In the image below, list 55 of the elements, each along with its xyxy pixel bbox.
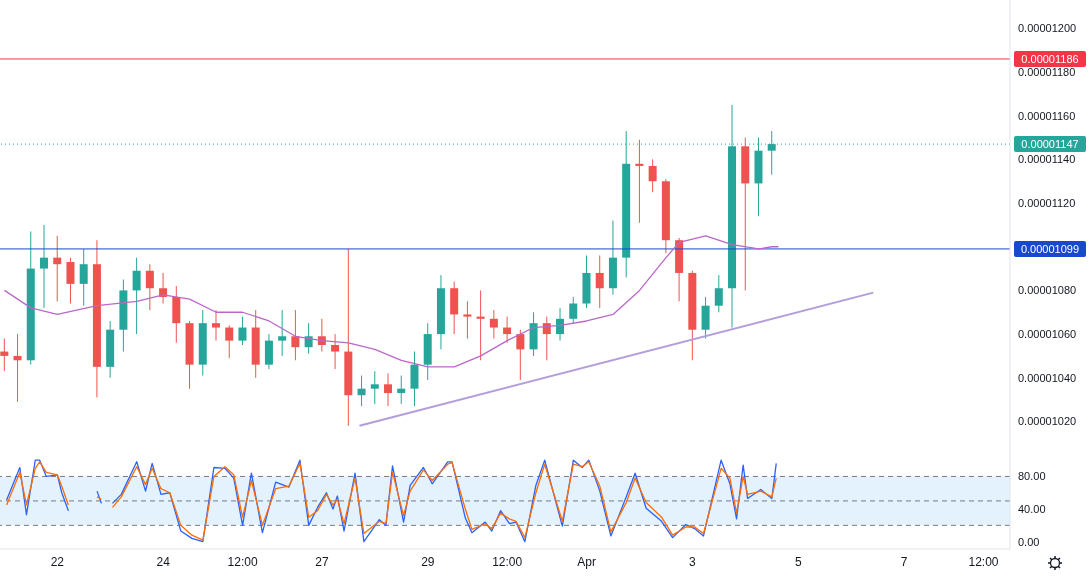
candlestick	[516, 329, 525, 381]
y-tick-label: 0.00	[1018, 535, 1040, 548]
x-tick-label: 29	[421, 554, 435, 569]
candlestick	[132, 257, 141, 335]
candlestick	[714, 274, 723, 313]
y-tick-label: 0.00001080	[1018, 284, 1077, 297]
x-tick-label: 5	[794, 554, 802, 569]
y-tick-label: 40.00	[1018, 502, 1046, 515]
y-tick-label: 0.00001180	[1018, 65, 1076, 78]
x-tick-label: 22	[50, 554, 65, 569]
candlestick	[145, 263, 154, 311]
y-tick-label: 0.00001140	[1018, 153, 1076, 166]
x-tick-label: 12:00	[227, 554, 258, 569]
candlestick	[463, 300, 472, 339]
candlestick	[595, 254, 604, 309]
x-tick-label: 27	[315, 554, 329, 569]
candlestick	[542, 316, 551, 361]
candlestick	[357, 375, 366, 407]
candlestick	[635, 139, 644, 224]
candlestick	[13, 333, 22, 403]
candlestick	[53, 235, 62, 302]
candlestick	[503, 316, 512, 344]
candlestick	[225, 324, 234, 359]
candlestick	[397, 375, 406, 405]
ref-line-label: 0.00001099	[1020, 242, 1080, 255]
x-tick-label: 12:00	[968, 554, 999, 569]
candlestick	[238, 316, 247, 346]
x-tick-label: 12:00	[492, 554, 523, 569]
y-tick-label: 0.00001120	[1018, 196, 1076, 209]
y-tick-label: 80.00	[1018, 470, 1046, 483]
candlestick	[291, 309, 300, 361]
x-tick-label: 24	[156, 554, 171, 569]
candlestick	[66, 257, 75, 305]
candlestick	[648, 158, 657, 193]
candlestick	[569, 296, 578, 324]
candlestick	[39, 224, 48, 309]
candlestick	[370, 370, 379, 405]
ref-line-label: 0.00001147	[1021, 138, 1079, 151]
y-tick-label: 0.00001160	[1018, 109, 1076, 122]
candlestick	[331, 333, 340, 370]
y-tick-label: 0.00001040	[1018, 371, 1077, 384]
y-tick-label: 0.00001060	[1018, 327, 1077, 340]
candlestick	[212, 309, 220, 342]
ref-line-label: 0.00001186	[1021, 52, 1079, 65]
y-tick-label: 0.00001200	[1018, 22, 1077, 35]
y-tick-label: 0.00001020	[1018, 415, 1077, 428]
candlestick	[476, 289, 485, 361]
candlestick	[489, 309, 498, 339]
x-tick-label: Apr	[577, 554, 596, 569]
candlestick	[79, 248, 88, 307]
candlestick	[0, 337, 9, 372]
x-tick-label: 3	[689, 554, 697, 569]
x-tick-label: 7	[900, 554, 908, 569]
candlestick	[278, 309, 287, 357]
candlestick	[384, 372, 393, 407]
